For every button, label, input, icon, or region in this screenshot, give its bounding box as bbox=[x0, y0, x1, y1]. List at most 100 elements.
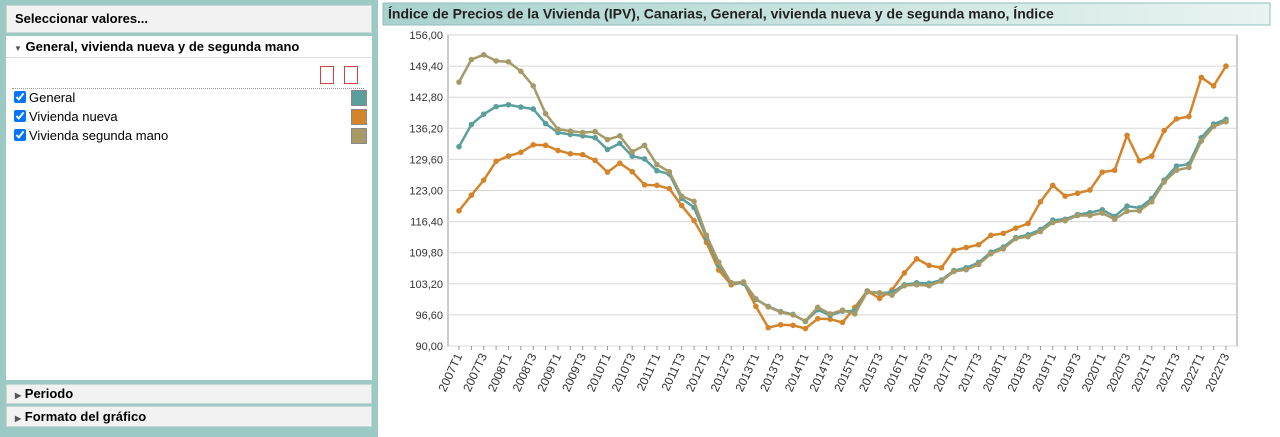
legend-label: Vivienda segunda mano bbox=[29, 128, 169, 143]
data-point bbox=[1087, 187, 1093, 193]
panel-header: Seleccionar valores... bbox=[6, 5, 372, 33]
data-point bbox=[1136, 158, 1143, 164]
data-point bbox=[951, 267, 957, 274]
data-point bbox=[1025, 233, 1031, 240]
data-point bbox=[852, 304, 858, 311]
data-point bbox=[1050, 182, 1056, 189]
data-point bbox=[740, 280, 747, 287]
data-point bbox=[901, 270, 908, 276]
legend-label: General bbox=[29, 90, 76, 105]
data-point bbox=[1186, 164, 1192, 171]
data-point bbox=[542, 142, 549, 149]
data-point bbox=[876, 289, 883, 296]
data-point bbox=[988, 250, 994, 257]
x-tick-label: 2009T1 bbox=[534, 351, 564, 394]
y-tick-label: 123,00 bbox=[409, 186, 443, 198]
data-point bbox=[456, 143, 462, 150]
checkbox[interactable] bbox=[14, 110, 26, 122]
icon[interactable] bbox=[320, 66, 334, 84]
data-point bbox=[777, 321, 784, 328]
y-tick-label: 116,40 bbox=[410, 217, 443, 229]
data-point bbox=[1087, 212, 1093, 219]
x-tick-label: 2009T3 bbox=[559, 351, 589, 394]
section-header[interactable]: ▼ General, vivienda nueva y de segunda m… bbox=[6, 36, 372, 58]
x-tick-label: 2013T3 bbox=[757, 351, 787, 394]
data-point bbox=[567, 150, 574, 157]
title-bar bbox=[382, 2, 1271, 26]
data-point bbox=[629, 168, 635, 175]
data-point bbox=[703, 239, 710, 246]
icon[interactable] bbox=[344, 66, 358, 84]
x-tick-label: 2020T1 bbox=[1079, 351, 1109, 394]
data-point bbox=[1173, 116, 1180, 122]
data-point bbox=[1210, 123, 1217, 130]
data-point bbox=[505, 101, 512, 108]
data-point bbox=[555, 129, 561, 136]
data-point bbox=[926, 282, 932, 289]
legend-item[interactable]: Vivienda segunda mano bbox=[14, 127, 168, 145]
x-tick-label: 2017T1 bbox=[930, 351, 960, 394]
checkbox[interactable] bbox=[14, 129, 26, 141]
color-swatch[interactable] bbox=[351, 90, 367, 106]
data-point bbox=[518, 104, 524, 110]
data-point bbox=[864, 289, 871, 295]
data-point bbox=[1012, 225, 1019, 231]
data-point bbox=[555, 147, 561, 154]
data-point bbox=[703, 232, 710, 239]
data-point bbox=[715, 259, 722, 265]
data-point bbox=[1037, 226, 1044, 233]
data-point bbox=[1173, 163, 1180, 169]
data-point bbox=[1074, 190, 1081, 197]
data-point bbox=[777, 308, 784, 315]
data-point bbox=[975, 259, 982, 266]
data-point bbox=[728, 280, 734, 286]
data-point bbox=[864, 288, 871, 295]
data-point bbox=[1198, 138, 1205, 144]
x-tick-label: 2020T3 bbox=[1103, 351, 1133, 394]
data-point bbox=[480, 111, 487, 117]
color-swatch[interactable] bbox=[351, 128, 367, 144]
data-point bbox=[542, 120, 549, 127]
legend-item[interactable]: Vivienda nueva bbox=[14, 108, 118, 126]
data-point bbox=[790, 311, 796, 318]
x-tick-label: 2018T1 bbox=[980, 351, 1010, 394]
data-point bbox=[839, 308, 846, 314]
x-tick-label: 2015T3 bbox=[856, 351, 886, 394]
data-point bbox=[975, 261, 982, 268]
x-tick-label: 2010T3 bbox=[609, 351, 639, 394]
data-point bbox=[493, 158, 499, 165]
y-tick-label: 109,80 bbox=[409, 248, 443, 260]
collapsed-section[interactable]: ▶ Periodo bbox=[6, 384, 372, 404]
data-point bbox=[1050, 219, 1056, 226]
data-point bbox=[963, 266, 970, 273]
data-point bbox=[579, 151, 586, 158]
color-swatch[interactable] bbox=[351, 109, 367, 125]
data-point bbox=[1161, 179, 1167, 185]
x-tick-label: 2019T3 bbox=[1054, 351, 1084, 394]
data-point bbox=[1099, 207, 1106, 213]
section-title: General, vivienda nueva y de segunda man… bbox=[25, 39, 300, 54]
data-point bbox=[790, 322, 796, 329]
data-point bbox=[1099, 169, 1106, 175]
x-tick-label: 2007T3 bbox=[460, 351, 490, 394]
data-point bbox=[1000, 246, 1007, 252]
data-point bbox=[1223, 118, 1229, 125]
data-point bbox=[530, 106, 537, 112]
data-point bbox=[518, 68, 524, 75]
data-point bbox=[604, 146, 611, 153]
data-point bbox=[678, 202, 685, 209]
data-point bbox=[592, 128, 598, 135]
section-title: Periodo bbox=[24, 386, 74, 401]
checkbox[interactable] bbox=[14, 91, 26, 103]
data-point bbox=[1148, 195, 1155, 202]
data-point bbox=[765, 304, 772, 310]
data-point bbox=[1099, 210, 1106, 216]
legend-item[interactable]: General bbox=[14, 89, 75, 107]
data-point bbox=[567, 131, 574, 138]
data-point bbox=[827, 316, 833, 322]
data-point bbox=[901, 281, 908, 288]
data-point bbox=[1186, 161, 1192, 167]
data-point bbox=[1161, 177, 1167, 183]
collapsed-section[interactable]: ▶ Formato del gráfico bbox=[6, 406, 372, 427]
data-point bbox=[456, 79, 462, 85]
